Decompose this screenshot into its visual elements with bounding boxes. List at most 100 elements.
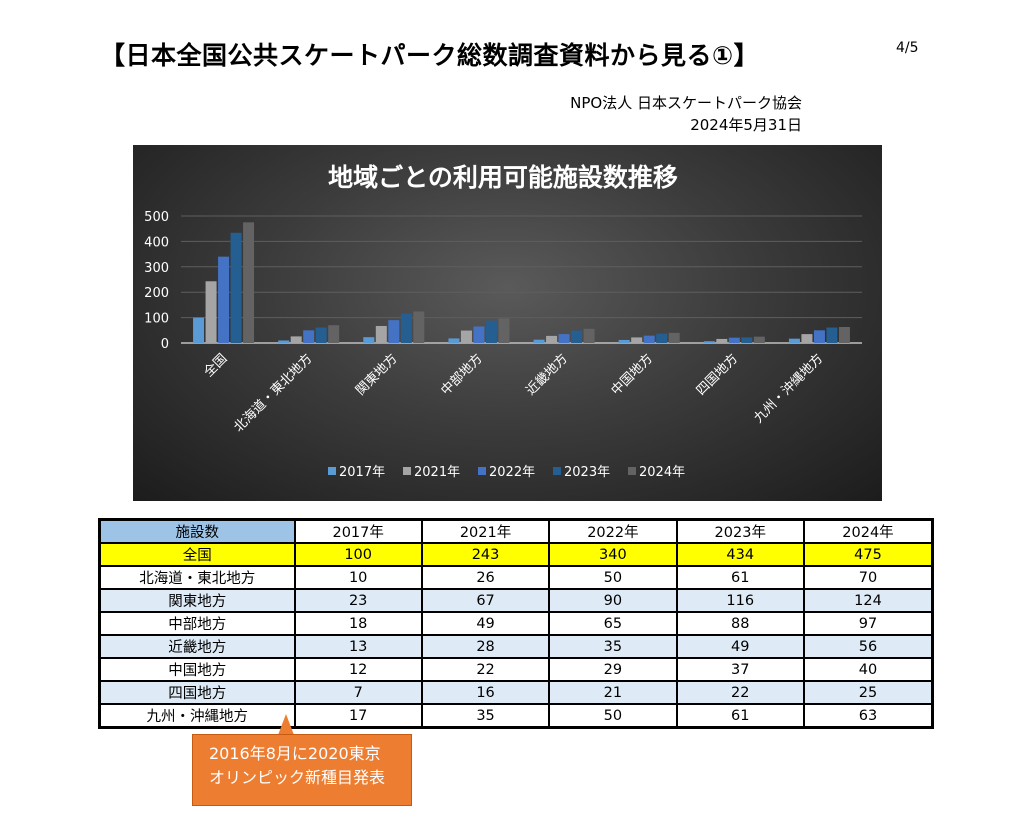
bar [315, 327, 327, 343]
chart-title: 地域ごとの利用可能施設数推移 [328, 163, 678, 192]
category-label: 中部地方 [438, 351, 486, 399]
count-cell: 29 [548, 657, 678, 682]
page-title: 【日本全国公共スケートパーク総数調査資料から見る①】 [100, 41, 760, 70]
count-cell: 28 [420, 634, 551, 659]
bar [218, 256, 230, 343]
count-cell: 10 [293, 565, 423, 590]
count-cell: 88 [675, 611, 805, 636]
legend-label: 2017年 [339, 465, 385, 480]
region-cell: 四国地方 [98, 680, 296, 705]
bar [498, 318, 510, 343]
count-cell: 49 [420, 611, 551, 636]
table-header-cell: 施設数 [98, 518, 296, 544]
count-cell: 23 [293, 588, 423, 613]
annotation-callout: 2016年8月に2020東京 オリンピック新種目発表 [192, 734, 412, 806]
bar [375, 325, 387, 343]
count-cell: 7 [293, 680, 423, 705]
count-cell: 340 [548, 542, 678, 567]
bar [558, 334, 570, 343]
data-table: 施設数 2017年 2021年 2022年 2023年 2024年 全国 100 2… [98, 518, 934, 729]
bar [363, 337, 375, 343]
organization-name: NPO法人 日本スケートパーク協会 [570, 94, 802, 112]
count-cell: 243 [420, 542, 551, 567]
bar [278, 340, 290, 343]
y-tick-label: 0 [161, 337, 169, 352]
category-label: 九州・沖縄地方 [751, 351, 827, 427]
table-row: 中部地方 18 49 65 88 97 [98, 611, 934, 636]
count-cell: 70 [802, 565, 934, 590]
count-cell: 49 [675, 634, 805, 659]
count-cell: 67 [420, 588, 551, 613]
bar [801, 334, 813, 343]
table-row: 九州・沖縄地方 17 35 50 61 63 [98, 703, 934, 729]
count-cell: 25 [802, 680, 934, 705]
bar [631, 337, 643, 343]
bar [716, 338, 728, 343]
legend-swatch [403, 467, 411, 475]
y-tick-label: 100 [144, 312, 169, 327]
y-tick-label: 500 [144, 210, 169, 225]
legend-swatch [553, 467, 561, 475]
table-row: 北海道・東北地方 10 26 50 61 70 [98, 565, 934, 590]
count-cell: 13 [293, 634, 423, 659]
legend-label: 2021年 [414, 465, 460, 480]
legend-swatch [328, 467, 336, 475]
bar [838, 326, 850, 343]
count-cell: 22 [420, 657, 551, 682]
region-cell: 九州・沖縄地方 [98, 703, 296, 729]
bar [643, 335, 655, 343]
count-cell: 26 [420, 565, 551, 590]
bar [328, 325, 340, 343]
count-cell: 22 [675, 680, 805, 705]
bar [473, 326, 485, 343]
callout-line: オリンピック新種目発表 [209, 768, 386, 787]
count-cell: 18 [293, 611, 423, 636]
bar [826, 327, 838, 343]
count-cell: 35 [420, 703, 551, 729]
bar [703, 341, 715, 343]
bar [753, 336, 765, 343]
category-label: 北海道・東北地方 [231, 351, 316, 436]
bar [460, 330, 472, 343]
count-cell: 475 [802, 542, 934, 567]
count-cell: 35 [548, 634, 678, 659]
table-header-cell: 2024年 [802, 518, 934, 544]
table-row: 四国地方 7 16 21 22 25 [98, 680, 934, 705]
table-row: 中国地方 12 22 29 37 40 [98, 657, 934, 682]
table-header-cell: 2021年 [420, 518, 551, 544]
count-cell: 17 [293, 703, 423, 729]
count-cell: 97 [802, 611, 934, 636]
bar [618, 339, 630, 343]
bar-chart: 地域ごとの利用可能施設数推移 0 100 200 300 400 500 全国 北海道・東北地… [144, 163, 862, 480]
region-cell: 北海道・東北地方 [98, 565, 296, 590]
category-label: 四国地方 [693, 351, 741, 399]
count-cell: 21 [548, 680, 678, 705]
y-tick-label: 300 [144, 261, 169, 276]
bar [230, 232, 242, 343]
bar [205, 281, 217, 343]
page-number: 4/5 [896, 40, 919, 56]
count-cell: 12 [293, 657, 423, 682]
bar [485, 320, 497, 343]
bar [546, 335, 558, 343]
table-row: 関東地方 23 67 90 116 124 [98, 588, 934, 613]
count-cell: 116 [675, 588, 805, 613]
count-cell: 90 [548, 588, 678, 613]
bar [303, 330, 315, 343]
count-cell: 40 [802, 657, 934, 682]
region-cell: 中国地方 [98, 657, 296, 682]
bar [388, 320, 400, 343]
legend-label: 2024年 [639, 465, 685, 480]
publish-date: 2024年5月31日 [690, 116, 802, 134]
category-label: 中国地方 [608, 351, 656, 399]
bar [788, 338, 800, 343]
bar [290, 336, 302, 343]
legend-label: 2023年 [564, 465, 610, 480]
chart-panel: 地域ごとの利用可能施設数推移 0 100 200 300 400 500 全国 北海道・東北地… [133, 145, 882, 501]
count-cell: 37 [675, 657, 805, 682]
y-tick-label: 200 [144, 286, 169, 301]
table-header-cell: 2022年 [548, 518, 678, 544]
bar [741, 337, 753, 343]
count-cell: 61 [675, 565, 805, 590]
table-row: 近畿地方 13 28 35 49 56 [98, 634, 934, 659]
